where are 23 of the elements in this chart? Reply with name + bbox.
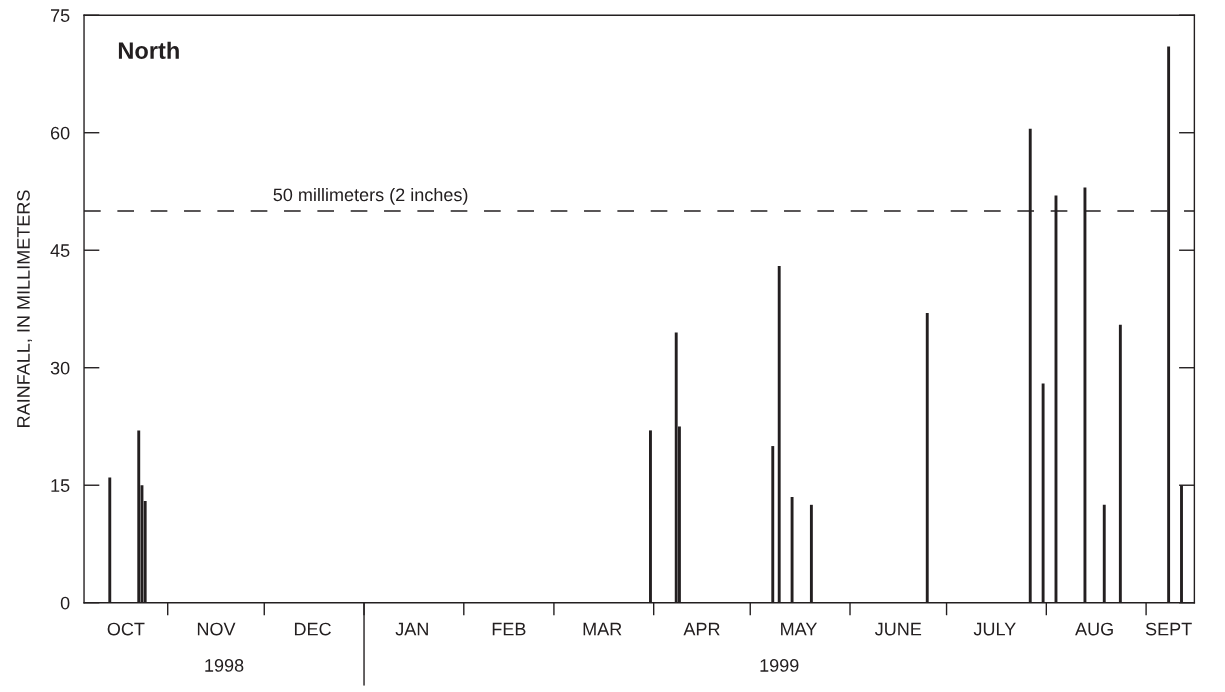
x-tick-label: OCT bbox=[107, 622, 145, 636]
x-tick-label: FEB bbox=[492, 622, 526, 636]
x-tick-label: JUNE bbox=[874, 622, 922, 636]
y-tick-label: 75 bbox=[50, 9, 70, 22]
x-tick-label: DEC bbox=[294, 622, 331, 636]
y-tick-label: 15 bbox=[51, 479, 70, 492]
y-tick-label: 45 bbox=[50, 244, 70, 257]
y-tick-label: 60 bbox=[50, 126, 70, 140]
x-tick-label: JULY bbox=[973, 622, 1016, 636]
x-tick-label: MAR bbox=[583, 622, 622, 636]
x-tick-label: JAN bbox=[395, 622, 428, 636]
x-tick-label: AUG bbox=[1075, 622, 1113, 636]
x-tick-label: NOV bbox=[197, 622, 236, 636]
text: 1998 bbox=[205, 659, 244, 672]
y-tick-label: 30 bbox=[50, 361, 70, 375]
y-tick-label: 0 bbox=[60, 596, 70, 610]
x-tick-label: MAY bbox=[781, 622, 818, 636]
text: North bbox=[118, 41, 179, 59]
x-tick-label: SEPT bbox=[1145, 622, 1192, 636]
y-axis-title: RAINFALL, IN MILLIMETERS bbox=[17, 190, 32, 427]
text: 1999 bbox=[760, 659, 799, 672]
ref-line-label: 50 millimeters (2 inches) bbox=[273, 187, 468, 205]
x-tick-label: APR bbox=[683, 622, 720, 636]
